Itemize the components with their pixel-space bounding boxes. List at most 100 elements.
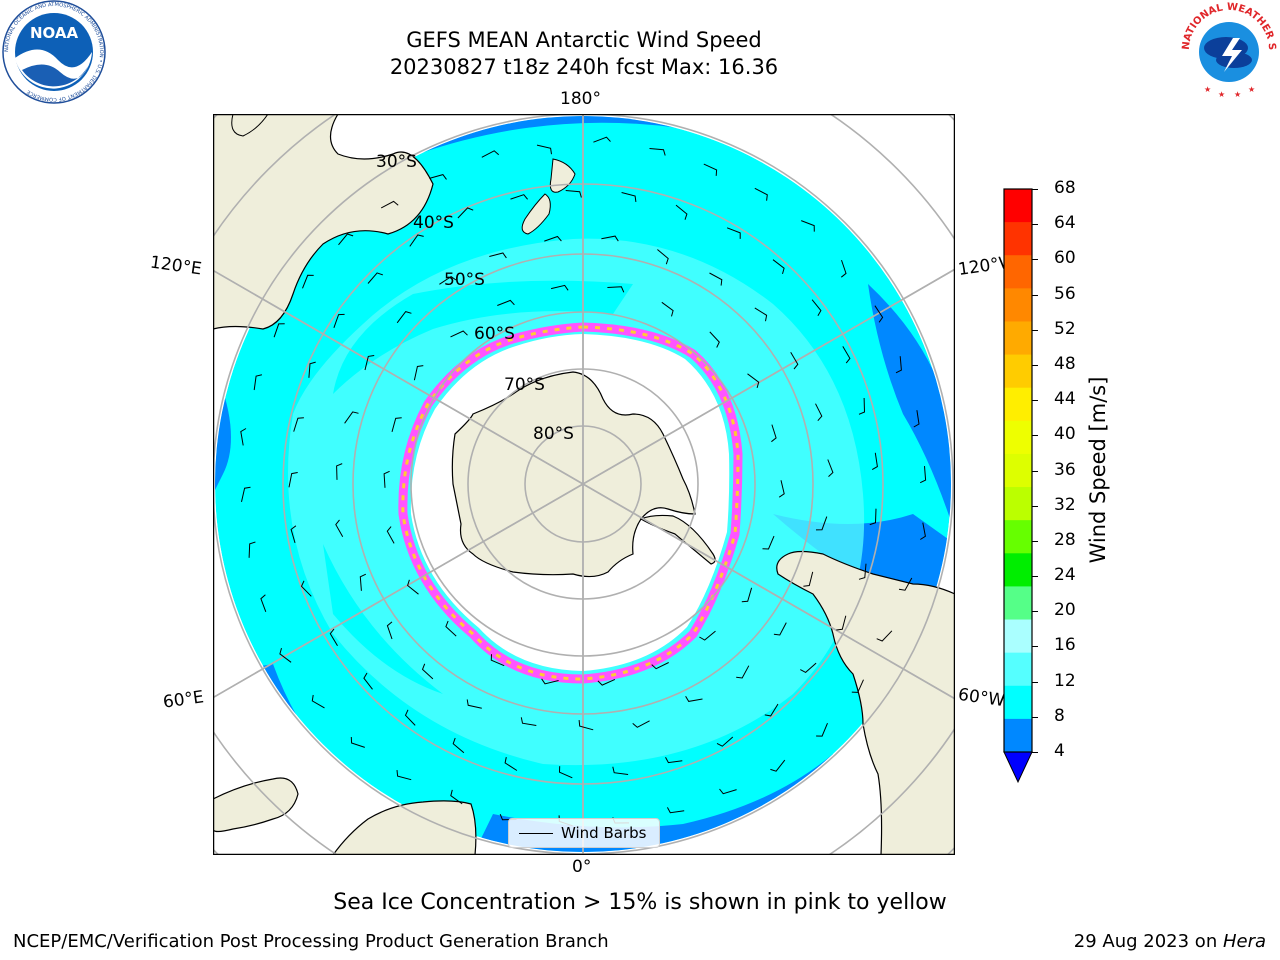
colorbar-tick-mark (1032, 259, 1038, 261)
wind-barb (300, 580, 312, 597)
wind-barb (421, 663, 434, 680)
wind-barb (898, 577, 913, 591)
wind-barb (771, 424, 777, 443)
wind-barb (685, 695, 703, 702)
wind-barb (293, 417, 304, 432)
colorbar-tick-label: 20 (1054, 600, 1076, 621)
wind-barb (490, 654, 505, 667)
colorbar-bin (1004, 553, 1032, 587)
wind-barb (747, 373, 760, 389)
wind-barb (386, 621, 393, 640)
wind-barb (290, 525, 297, 544)
colorbar-tick-mark (1032, 576, 1038, 578)
wind-barb (754, 187, 768, 201)
colorbar-bin (1004, 586, 1032, 621)
wind-barb (489, 252, 507, 259)
colorbar-bin (1004, 387, 1032, 422)
colorbar-bin (1004, 255, 1032, 289)
wind-barb (612, 766, 629, 775)
svg-text:★: ★ (1248, 85, 1255, 94)
wind-barb (815, 516, 828, 531)
wind-barb (709, 272, 723, 286)
wind-barb (770, 759, 786, 772)
wind-barb (241, 486, 251, 503)
wind-barb (913, 410, 920, 428)
map-title: GEFS MEAN Antarctic Wind Speed (406, 28, 762, 52)
colorbar-tick-label: 68 (1054, 178, 1076, 198)
wind-barb (836, 615, 847, 631)
map-legend: Wind Barbs (508, 818, 660, 848)
wind-barb (350, 736, 365, 748)
wind-barb (764, 703, 779, 717)
colorbar-tick-label: 36 (1054, 459, 1076, 480)
colorbar-tick-mark (1032, 646, 1038, 648)
host-name: Hera (1222, 931, 1266, 952)
wind-barb (253, 374, 263, 391)
meridian-line (213, 268, 955, 699)
svg-text:★: ★ (1234, 90, 1241, 99)
colorbar-bin (1004, 189, 1032, 223)
colorbar-tick-label: 32 (1054, 494, 1076, 515)
wind-barb (811, 299, 822, 317)
lat-label-70s: 70°S (504, 375, 545, 395)
wind-barb (736, 665, 750, 679)
wind-barb (335, 519, 344, 538)
colorbar-tick-mark (1032, 716, 1038, 718)
wind-barb (510, 194, 528, 200)
colorbar-tick-label: 64 (1054, 213, 1076, 234)
svg-text:★: ★ (1204, 85, 1211, 94)
wind-barb (778, 480, 785, 498)
wind-barb (520, 717, 537, 726)
wind-barb (726, 227, 741, 239)
lat-label-40s: 40°S (413, 213, 454, 233)
wind-barb (450, 789, 463, 805)
svg-text:★: ★ (1218, 90, 1225, 99)
lon-label-60e: 60°E (161, 687, 206, 713)
wind-barb (601, 235, 619, 242)
polar-map (213, 114, 955, 855)
lat-label-50s: 50°S (444, 270, 485, 290)
colorbar-tick-label: 52 (1054, 318, 1076, 339)
south-america-land (776, 550, 955, 855)
wind-barb (333, 313, 345, 328)
lon-label-180: 180° (560, 89, 601, 109)
wind-barb (790, 351, 799, 370)
wind-barb (871, 452, 878, 471)
colorbar-extend-arrow (1003, 751, 1033, 784)
wind-barb (675, 204, 688, 220)
wind-barb (363, 672, 373, 690)
colorbar-tick-label: 4 (1054, 741, 1065, 761)
colorbar-bin (1004, 354, 1032, 389)
colorbar-bin (1004, 420, 1032, 455)
colorbar-tick-label: 44 (1054, 389, 1076, 410)
wind-barbs (240, 136, 927, 827)
wind-barb (364, 355, 375, 371)
colorbar-bin (1004, 520, 1032, 554)
wind-barb (429, 174, 447, 180)
colorbar-tick-label: 40 (1054, 424, 1076, 445)
wind-barb (386, 526, 395, 544)
wind-barb (273, 323, 285, 338)
wind-barb (541, 678, 559, 685)
legend-label: Wind Barbs (561, 824, 647, 842)
wind-barb (709, 331, 720, 348)
colorbar-tick-label: 8 (1054, 705, 1065, 726)
colorbar-tick-label: 60 (1054, 248, 1076, 269)
colorbar-bin (1004, 453, 1032, 488)
wind-barb (383, 470, 390, 488)
colorbar-label: Wind Speed [m/s] (1086, 376, 1110, 564)
colorbar-bin (1004, 652, 1032, 687)
wind-barb (302, 274, 314, 289)
wind-barb (762, 535, 775, 550)
wind-barb (407, 579, 419, 595)
wind-barb (308, 361, 316, 378)
colorbar-bin (1004, 685, 1032, 720)
wind-barb (842, 346, 851, 364)
colorbar-tick-mark (1032, 224, 1038, 226)
new-zealand-land (521, 158, 576, 235)
wind-barb (840, 259, 847, 278)
wind-barb (773, 622, 787, 636)
wind-barb (716, 736, 734, 747)
wind-barb (800, 662, 817, 674)
colorbar-tick-mark (1032, 364, 1038, 366)
